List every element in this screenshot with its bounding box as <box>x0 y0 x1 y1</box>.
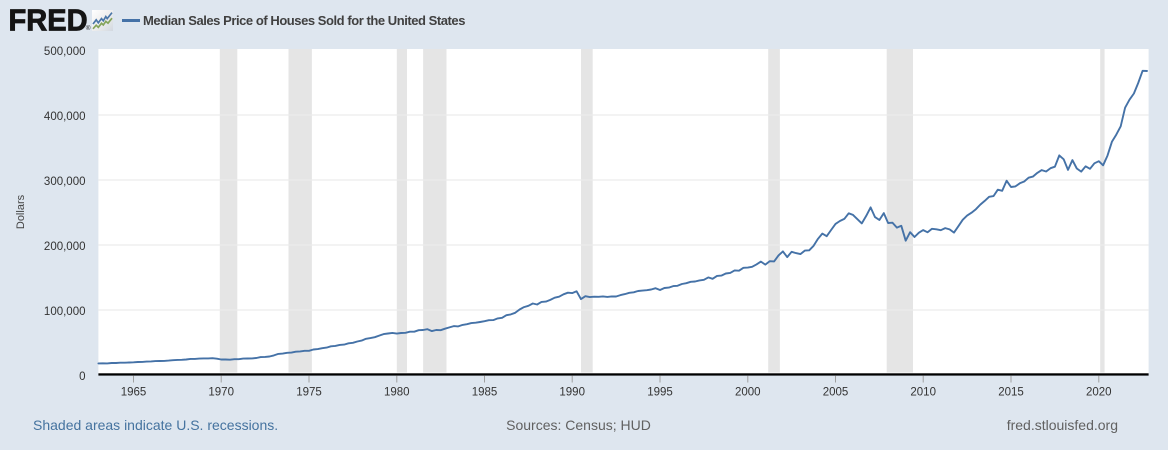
svg-text:1985: 1985 <box>472 386 498 398</box>
svg-text:2000: 2000 <box>735 386 761 398</box>
svg-text:1990: 1990 <box>559 386 585 398</box>
svg-text:500,000: 500,000 <box>44 46 86 58</box>
svg-text:1975: 1975 <box>296 386 322 398</box>
svg-text:2010: 2010 <box>910 386 936 398</box>
svg-text:300,000: 300,000 <box>44 176 86 188</box>
svg-text:FRED: FRED <box>8 4 87 38</box>
svg-text:100,000: 100,000 <box>44 306 86 318</box>
svg-text:2015: 2015 <box>998 386 1024 398</box>
svg-text:2005: 2005 <box>823 386 849 398</box>
svg-text:1970: 1970 <box>208 386 234 398</box>
svg-text:2020: 2020 <box>1086 386 1112 398</box>
svg-text:1965: 1965 <box>121 386 147 398</box>
svg-text:0: 0 <box>79 371 85 383</box>
svg-text:400,000: 400,000 <box>44 111 86 123</box>
svg-text:1995: 1995 <box>647 386 673 398</box>
svg-text:200,000: 200,000 <box>44 241 86 253</box>
svg-text:1980: 1980 <box>384 386 410 398</box>
